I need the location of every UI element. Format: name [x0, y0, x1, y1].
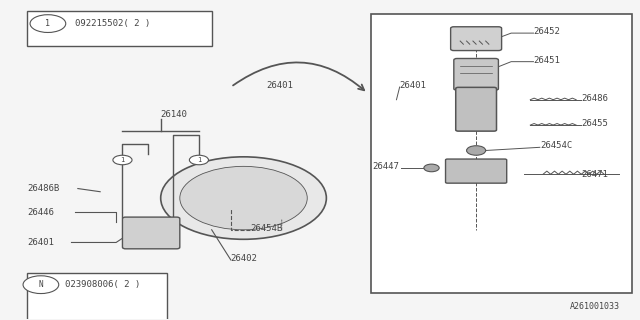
Text: A261001033: A261001033	[570, 302, 620, 311]
Text: 26401: 26401	[399, 81, 426, 90]
FancyBboxPatch shape	[122, 217, 180, 249]
Text: 023908006( 2 ): 023908006( 2 )	[65, 280, 140, 289]
Circle shape	[113, 155, 132, 165]
Text: N: N	[38, 280, 44, 289]
Bar	[371, 14, 632, 293]
Text: 26455: 26455	[581, 119, 608, 128]
FancyBboxPatch shape	[454, 59, 499, 90]
FancyBboxPatch shape	[451, 27, 502, 51]
Text: 26140: 26140	[160, 109, 187, 118]
Text: 092215502( 2 ): 092215502( 2 )	[75, 19, 150, 28]
Text: 1: 1	[45, 19, 51, 28]
Text: 26471: 26471	[581, 170, 608, 179]
Text: 26401: 26401	[27, 238, 54, 247]
Text: 26402: 26402	[231, 254, 258, 263]
Text: 26451: 26451	[534, 56, 561, 65]
FancyBboxPatch shape	[445, 159, 507, 183]
Text: 1: 1	[120, 157, 125, 163]
Text: 26447: 26447	[372, 162, 399, 171]
Text: 26486B: 26486B	[27, 184, 59, 193]
Circle shape	[30, 15, 66, 32]
FancyBboxPatch shape	[456, 87, 497, 131]
Text: 26401: 26401	[266, 81, 292, 90]
Bar	[27, 11, 212, 46]
Circle shape	[189, 155, 209, 165]
Circle shape	[23, 276, 59, 293]
Circle shape	[467, 146, 486, 155]
Text: 26454C: 26454C	[540, 141, 572, 150]
Text: 26446: 26446	[27, 208, 54, 217]
Circle shape	[424, 164, 439, 172]
Bar	[27, 273, 167, 320]
Circle shape	[161, 157, 326, 239]
Circle shape	[180, 166, 307, 230]
Text: 26452: 26452	[534, 27, 561, 36]
Text: 26454B: 26454B	[250, 224, 282, 233]
Text: 26486: 26486	[581, 94, 608, 103]
Text: 1: 1	[197, 157, 201, 163]
